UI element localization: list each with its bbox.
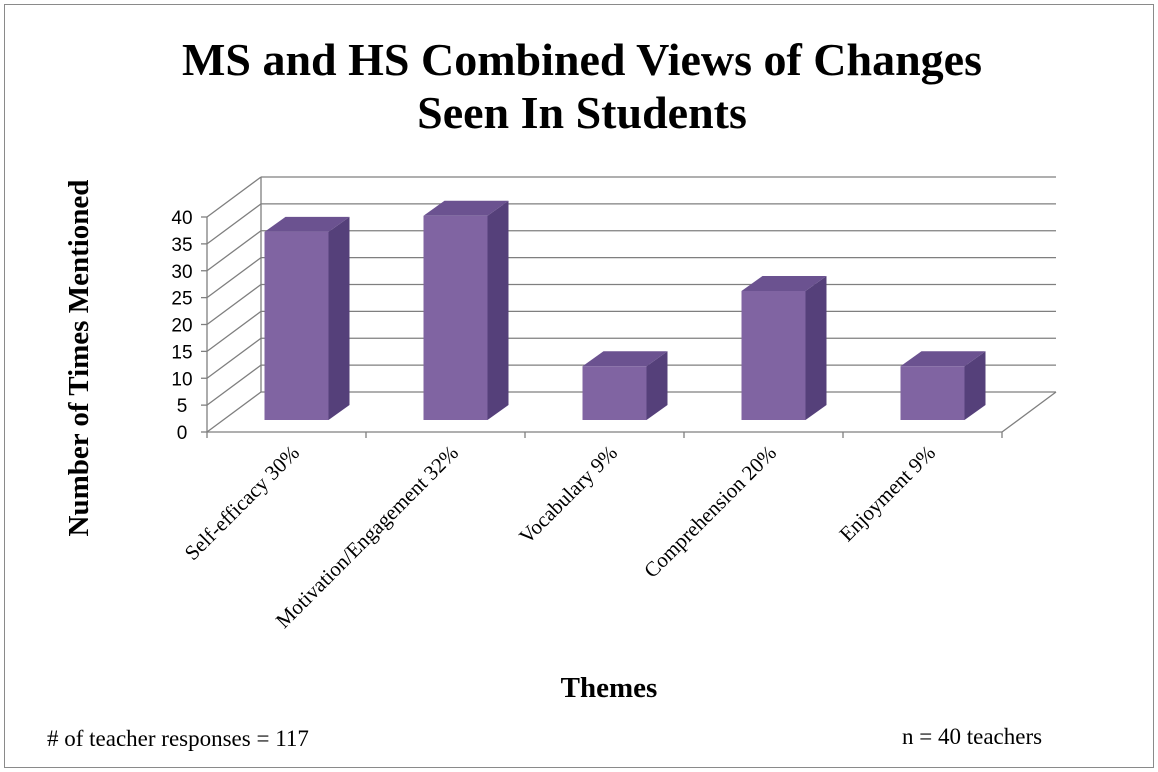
chart-title-line-2: Seen In Students bbox=[417, 87, 747, 138]
x-tick-label: Enjoyment 9% bbox=[834, 441, 940, 547]
side-wall-gridline bbox=[206, 364, 262, 406]
bar bbox=[264, 231, 329, 420]
bar-top bbox=[264, 216, 350, 232]
plot-area: 0 5 10 15 20 25 30 35 40 Self-efficacy 30%Motivat… bbox=[171, 176, 1057, 633]
bar-side bbox=[805, 276, 827, 420]
y-tick-label: 15 bbox=[171, 342, 192, 363]
bar bbox=[582, 366, 647, 420]
y-tick-label: 30 bbox=[171, 262, 192, 283]
side-wall-gridline bbox=[206, 257, 262, 299]
y-tick-label: 10 bbox=[171, 369, 192, 390]
side-wall-gridline bbox=[206, 203, 262, 245]
side-wall-gridline bbox=[206, 230, 262, 272]
bar bbox=[900, 366, 965, 420]
chart-title-line-1: MS and HS Combined Views of Changes bbox=[182, 34, 982, 85]
side-wall-gridline bbox=[206, 391, 262, 433]
x-tick-label: Self-efficacy 30% bbox=[180, 441, 304, 565]
bar-side bbox=[487, 200, 509, 420]
y-tick-label: 20 bbox=[171, 316, 192, 337]
side-wall-gridline bbox=[206, 337, 262, 379]
side-wall-gridline bbox=[206, 283, 262, 326]
x-tick-label: Motivation/Engagement 32% bbox=[271, 441, 463, 633]
floor-edge bbox=[1001, 391, 1057, 433]
bar-top bbox=[741, 276, 827, 291]
y-axis-title: Number of Times Mentioned bbox=[63, 180, 95, 537]
y-tick-label: 0 bbox=[177, 423, 188, 444]
bar-top bbox=[900, 351, 986, 367]
responses-note: # of teacher responses = 117 bbox=[47, 726, 309, 751]
chart-frame bbox=[4, 4, 1154, 768]
bar bbox=[423, 215, 488, 420]
y-tick-label: 5 bbox=[177, 396, 188, 417]
y-tick-label: 40 bbox=[171, 208, 192, 229]
bar-side bbox=[646, 351, 668, 420]
x-tick-label: Vocabulary 9% bbox=[514, 441, 622, 549]
side-wall-gridline bbox=[206, 310, 262, 352]
side-wall-gridline bbox=[206, 176, 262, 218]
x-tick-label: Comprehension 20% bbox=[639, 441, 781, 583]
y-tick-label: 25 bbox=[171, 289, 192, 310]
teachers-note: n = 40 teachers bbox=[902, 724, 1043, 749]
x-axis-title: Themes bbox=[561, 672, 658, 704]
bar-top bbox=[582, 351, 668, 367]
bar-top bbox=[423, 200, 509, 216]
bar-side bbox=[964, 351, 986, 420]
bar-side bbox=[328, 216, 350, 420]
y-tick-label: 35 bbox=[171, 235, 192, 256]
bar bbox=[741, 291, 806, 420]
